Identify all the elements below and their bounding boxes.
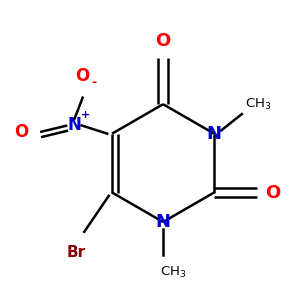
Text: -: - bbox=[92, 76, 97, 89]
Text: CH$_3$: CH$_3$ bbox=[160, 265, 186, 280]
Text: O: O bbox=[14, 123, 29, 141]
Text: Br: Br bbox=[67, 245, 86, 260]
Text: CH$_3$: CH$_3$ bbox=[245, 97, 272, 112]
Text: N: N bbox=[68, 116, 81, 134]
Text: N: N bbox=[156, 213, 171, 231]
Text: O: O bbox=[265, 184, 280, 202]
Text: O: O bbox=[155, 32, 171, 50]
Text: N: N bbox=[207, 124, 222, 142]
Text: +: + bbox=[81, 110, 90, 120]
Text: O: O bbox=[76, 67, 90, 85]
